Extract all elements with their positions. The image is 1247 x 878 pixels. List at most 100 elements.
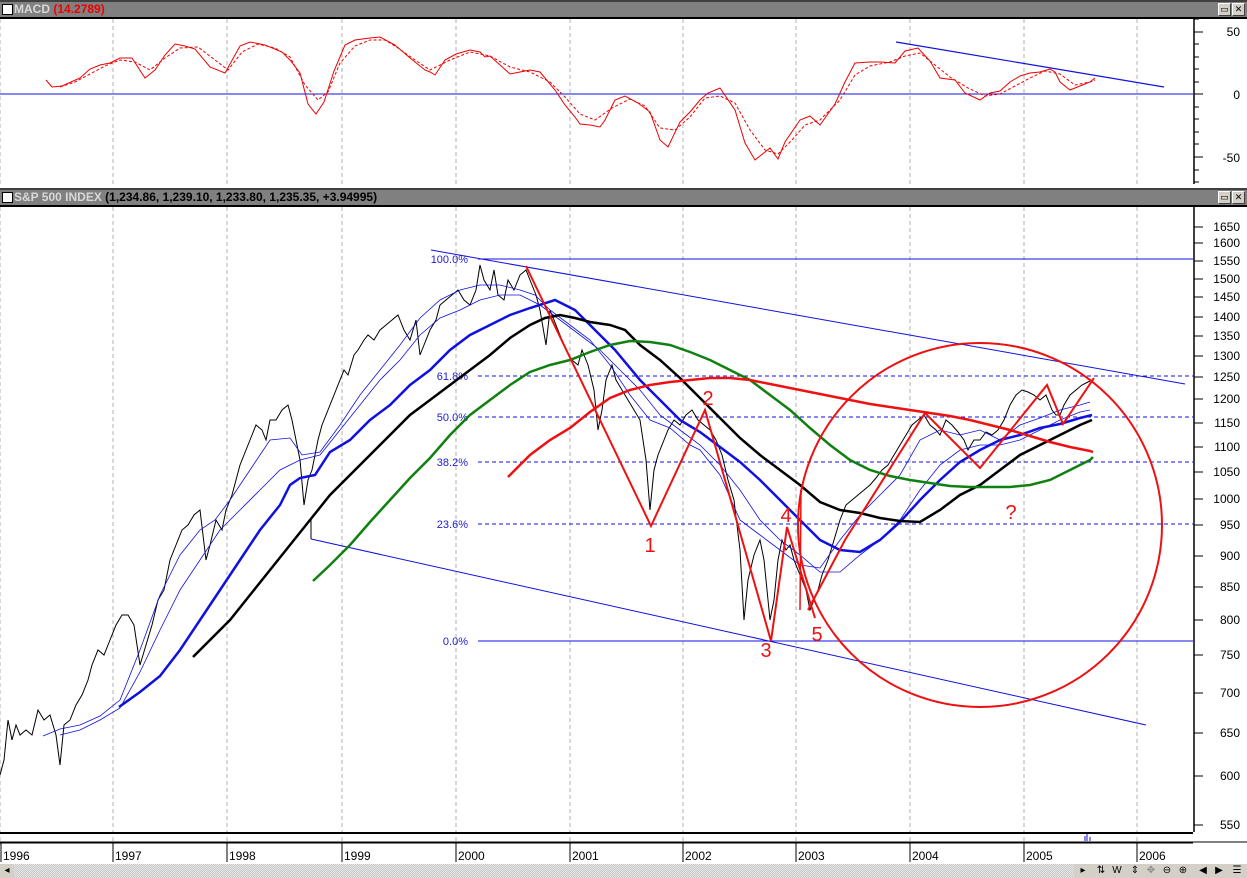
price-tick: 900 [1220,549,1240,563]
macd-trendline [895,41,1165,88]
x-tick-1997: 1997 [115,849,142,863]
price-tick: 950 [1220,518,1240,532]
recovery-zigzag [807,377,1095,611]
price-tick: 1350 [1213,329,1240,343]
wave-label-question: ? [1005,502,1016,524]
price-tick: 700 [1220,686,1240,700]
bottom-toolbar: ◂ ▸ ⇅ W ⇕ ✥ ⊖ ⊕ ◀ ▶ ☰ [0,864,1247,878]
macd-tick-0: 0 [1233,88,1240,102]
x-tick-2004: 2004 [912,849,939,863]
price-tick: 750 [1220,648,1240,662]
price-tick: 1650 [1213,220,1240,234]
price-tick: 650 [1220,726,1240,740]
price-ohlc-values: (1,234.86, 1,239.10, 1,233.80, 1,235.35,… [105,190,378,204]
x-tick-1999: 1999 [344,849,371,863]
macd-signal-line [59,39,1096,155]
ma-black [192,313,1093,658]
macd-panel-titlebar[interactable]: MACD (14.2789) ▭ ✕ [0,0,1247,19]
menu-icon[interactable]: ☰ [1232,865,1242,876]
x-tick-2003: 2003 [798,849,825,863]
target-circle [797,342,1163,708]
ma-green [312,339,1094,582]
macd-grid [0,19,1138,184]
x-axis [0,842,1193,862]
price-title-text: S&P 500 INDEX [14,190,102,204]
price-tick: 1500 [1213,272,1240,286]
price-grid [0,207,1138,845]
fib-label-23-6: 23.6% [437,519,468,531]
price-tick: 600 [1220,769,1240,783]
price-tick: 1600 [1213,236,1240,250]
x-tick-2002: 2002 [685,849,712,863]
scroll-left-arrow-icon[interactable]: ◂ [4,865,10,876]
pan-icon[interactable]: ✥ [1146,865,1156,876]
price-panel-checkbox[interactable] [2,192,13,203]
price-tick: 1550 [1213,254,1240,268]
ma-red [507,376,1094,478]
price-tick: 550 [1220,818,1240,832]
price-tick: 1400 [1213,310,1240,324]
price-y-tick-labels: 1650 1600 1550 1500 1450 1400 1350 1300 … [1213,220,1240,832]
maximize-price-button[interactable]: ▭ [1218,191,1231,204]
price-tick: 1450 [1213,290,1240,304]
price-tick: 1050 [1213,465,1240,479]
wave-label-5: 5 [811,624,822,646]
ma-thick-blue [118,298,1093,709]
wave-label-4: 4 [780,505,791,527]
fib-label-38-2: 38.2% [437,457,468,469]
x-tick-1996: 1996 [3,849,30,863]
zoom-in-icon[interactable]: ⊕ [1178,865,1188,876]
price-tick: 1250 [1213,370,1240,384]
price-panel-titlebar[interactable]: S&P 500 INDEX (1,234.86, 1,239.10, 1,233… [0,188,1247,207]
x-tick-1998: 1998 [229,849,256,863]
x-tick-2006: 2006 [1139,849,1166,863]
fib-label-100: 100.0% [431,254,469,266]
zoom-out-icon[interactable]: ⊖ [1162,865,1172,876]
macd-title-text: MACD [14,2,50,16]
macd-tick-50: 50 [1227,25,1241,39]
price-tick: 1100 [1214,440,1240,454]
macd-panel-checkbox[interactable] [2,4,13,15]
macd-y-axis [1193,18,1203,184]
next-arrow-icon[interactable]: ▶ [1215,865,1223,876]
channel-upper-trendline [430,249,1186,385]
price-tick: 1000 [1213,492,1240,506]
fib-label-50: 50.0% [437,412,468,424]
x-tick-2005: 2005 [1026,849,1053,863]
vertical-scale-icon[interactable]: ⇕ [1130,865,1140,876]
ma-thin-blue-1 [42,284,1091,737]
weekly-button[interactable]: W [1112,865,1122,876]
wave-label-2: 2 [702,388,713,410]
close-price-button[interactable]: ✕ [1232,191,1245,204]
price-tick: 1200 [1213,392,1240,406]
prev-arrow-icon[interactable]: ◀ [1199,865,1207,876]
x-tick-2000: 2000 [458,849,485,863]
play-icon[interactable]: ▸ [1080,865,1086,876]
price-tick: 800 [1220,613,1240,627]
price-y-axis [1193,207,1203,832]
wave-label-3: 3 [760,640,771,662]
macd-tick-neg50: -50 [1223,151,1241,165]
price-tick: 1150 [1214,416,1240,430]
volume-bars [1084,834,1091,841]
maximize-macd-button[interactable]: ▭ [1218,3,1231,16]
channel-lower-trendline [310,538,1147,726]
close-macd-button[interactable]: ✕ [1232,3,1245,16]
x-tick-2001: 2001 [572,849,599,863]
price-panel-title: S&P 500 INDEX (1,234.86, 1,239.10, 1,233… [14,190,377,205]
ma-thin-blue-2 [59,294,1091,736]
refresh-icon[interactable]: ⇅ [1096,865,1106,876]
price-tick: 850 [1220,580,1240,594]
horizontal-scrollbar[interactable] [14,864,1074,878]
price-tick: 1300 [1213,349,1240,363]
fib-label-0: 0.0% [443,636,468,648]
fibonacci-levels [478,258,1193,642]
macd-line [45,36,1096,161]
elliott-wave-zigzag [525,265,816,642]
macd-panel-title: MACD (14.2789) [14,2,105,17]
price-bars [0,264,1093,776]
wave-label-1: 1 [644,535,655,557]
fib-label-61-8: 61.8% [437,371,468,383]
macd-value: (14.2789) [53,2,105,16]
